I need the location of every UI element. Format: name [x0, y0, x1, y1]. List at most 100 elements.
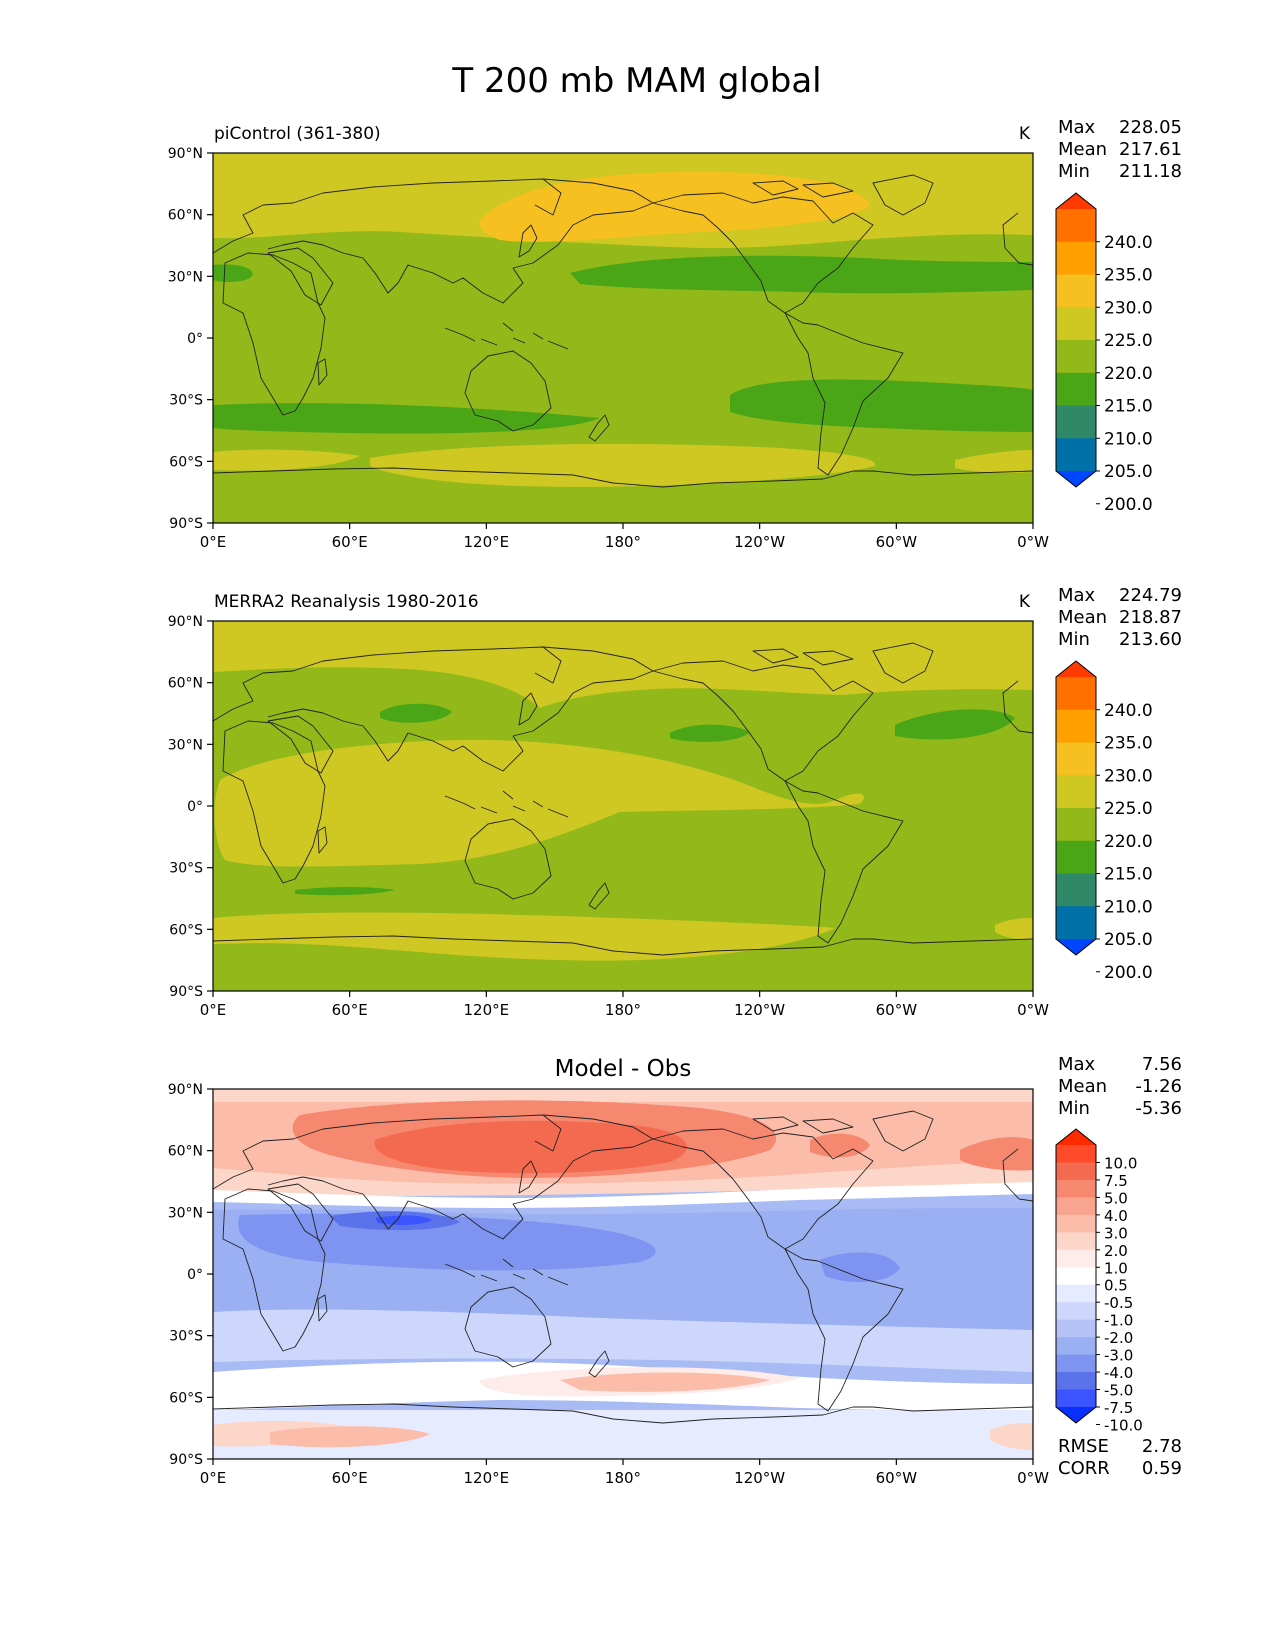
colorbar-level-label: 200.0 [1104, 495, 1153, 515]
colorbar-level-label: 215.0 [1104, 397, 1153, 417]
panel-title: Model - Obs [555, 1056, 692, 1082]
stat-label-max: Max [1058, 585, 1096, 606]
lat-tick-label: 90°S [169, 1452, 203, 1468]
metrics-box: RMSE 2.78 CORR 0.59 [1058, 1436, 1182, 1479]
stat-label-max: Max [1058, 1054, 1096, 1075]
lon-tick-label: 180° [605, 533, 641, 551]
colorbar-level-label: 4.0 [1104, 1207, 1128, 1225]
colorbar-swatch [1056, 1179, 1096, 1198]
stat-value-mean: 217.61 [1119, 139, 1182, 160]
colorbar-swatch [1056, 873, 1096, 907]
lon-tick-label: 120°W [734, 1001, 785, 1019]
colorbar-level-label: 240.0 [1104, 701, 1153, 721]
lat-tick-label: 60°N [168, 676, 203, 692]
colorbar-swatch [1056, 1372, 1096, 1391]
colorbar-level-label: 0.5 [1104, 1277, 1128, 1295]
colorbar-level-label: 3.0 [1104, 1224, 1128, 1242]
colorbar-swatch [1056, 1284, 1096, 1303]
stat-value-min: -5.36 [1135, 1098, 1182, 1119]
lat-tick-label: 30°N [168, 737, 203, 753]
colorbar-level-label: 200.0 [1104, 963, 1153, 983]
stat-label-max: Max [1058, 117, 1096, 138]
map-field [213, 621, 1033, 991]
colorbar-swatch [1056, 677, 1096, 711]
colorbar-level-label: -10.0 [1104, 1416, 1143, 1434]
lat-tick-label: 0° [187, 331, 203, 347]
map-field [213, 153, 1033, 523]
lat-tick-label: 60°N [168, 1144, 203, 1160]
colorbar-swatch [1056, 1319, 1096, 1338]
stat-label-mean: Mean [1058, 607, 1107, 628]
panel-merra2: MERRA2 Reanalysis 1980-2016 K 90°N 60°N 30… [168, 585, 1182, 1019]
colorbar-swatch [1056, 209, 1096, 243]
lon-tick-label: 0°E [200, 1001, 227, 1019]
colorbar-level-label: 235.0 [1104, 266, 1153, 286]
stat-value-min: 211.18 [1119, 161, 1182, 182]
colorbar-swatch [1056, 1232, 1096, 1251]
colorbar-level-label: 225.0 [1104, 331, 1153, 351]
colorbar-swatch [1056, 742, 1096, 776]
lon-tick-label: 0°W [1017, 1001, 1049, 1019]
lon-tick-label: 120°W [734, 1469, 785, 1487]
colorbar-level-label: 220.0 [1104, 364, 1153, 384]
colorbar-extend-max [1056, 661, 1096, 677]
lat-tick-label: 60°S [169, 922, 203, 938]
lat-tick-label: 30°N [168, 269, 203, 285]
colorbar-swatch [1056, 1145, 1096, 1163]
lon-tick-label: 60°W [876, 533, 918, 551]
lat-axis: 90°N 60°N 30°N 0° 30°S 60°S 90°S [168, 614, 213, 1000]
stats-box: Max 228.05 Mean 217.61 Min 211.18 [1058, 117, 1182, 182]
colorbar-swatch [1056, 1337, 1096, 1356]
colorbar-swatch [1056, 709, 1096, 743]
metric-label-rmse: RMSE [1058, 1436, 1109, 1457]
colorbar-level-label: 230.0 [1104, 766, 1153, 786]
lat-axis: 90°N 60°N 30°N 0° 30°S 60°S 90°S [168, 1082, 213, 1468]
stat-label-min: Min [1058, 161, 1090, 182]
stat-value-max: 228.05 [1119, 117, 1182, 138]
stats-box: Max 7.56 Mean -1.26 Min -5.36 [1058, 1054, 1182, 1119]
metric-label-corr: CORR [1058, 1458, 1110, 1479]
lat-tick-label: 30°S [169, 1329, 203, 1345]
colorbar-level-label: 10.0 [1104, 1154, 1137, 1172]
colorbar-swatch [1056, 1214, 1096, 1233]
lon-tick-label: 120°E [464, 1469, 510, 1487]
colorbar-swatch [1056, 1267, 1096, 1286]
lon-axis: 0°E 60°E 120°E 180° 120°W 60°W 0°W [200, 1459, 1049, 1487]
colorbar-swatch [1056, 307, 1096, 341]
stat-value-max: 224.79 [1119, 585, 1182, 606]
lon-tick-label: 0°E [200, 1469, 227, 1487]
colorbar: 10.07.55.04.03.02.01.00.5-0.5-1.0-2.0-3.… [1055, 1128, 1143, 1434]
colorbar-level-label: 225.0 [1104, 799, 1153, 819]
colorbar-swatch [1056, 840, 1096, 874]
colorbar-swatch [1056, 906, 1096, 940]
colorbar-level-label: 215.0 [1104, 865, 1153, 885]
lat-tick-label: 90°S [169, 984, 203, 1000]
colorbar-extend-min [1056, 939, 1096, 955]
colorbar-extend-max [1056, 193, 1096, 209]
colorbar-level-label: 2.0 [1104, 1242, 1128, 1260]
colorbar-level-label: 5.0 [1104, 1189, 1128, 1207]
colorbar-extend-min [1056, 1407, 1096, 1423]
colorbar-swatch [1056, 241, 1096, 275]
lon-tick-label: 60°E [332, 1469, 368, 1487]
colorbar-level-label: 1.0 [1104, 1259, 1128, 1277]
colorbar-level-label: -0.5 [1104, 1294, 1133, 1312]
lat-tick-label: 90°N [168, 1082, 203, 1098]
colorbar-level-label: 240.0 [1104, 233, 1153, 253]
lon-tick-label: 60°E [332, 533, 368, 551]
lat-axis: 90°N 60°N 30°N 0° 30°S 60°S 90°S [168, 146, 213, 532]
colorbar-swatch [1056, 1389, 1096, 1408]
colorbar-level-label: 205.0 [1104, 462, 1153, 482]
lon-tick-label: 0°W [1017, 533, 1049, 551]
colorbar-swatch [1056, 274, 1096, 308]
stats-box: Max 224.79 Mean 218.87 Min 213.60 [1058, 585, 1182, 650]
map-field [213, 1089, 1033, 1459]
panel-picontrol: piControl (361-380) K 90°N 60°N 30°N 0° 30°S… [168, 117, 1182, 551]
metric-value-rmse: 2.78 [1142, 1436, 1182, 1457]
colorbar-swatch [1056, 372, 1096, 406]
lon-tick-label: 180° [605, 1469, 641, 1487]
stat-label-min: Min [1058, 629, 1090, 650]
lat-tick-label: 60°N [168, 208, 203, 224]
lon-tick-label: 120°W [734, 533, 785, 551]
colorbar-level-label: 210.0 [1104, 897, 1153, 917]
